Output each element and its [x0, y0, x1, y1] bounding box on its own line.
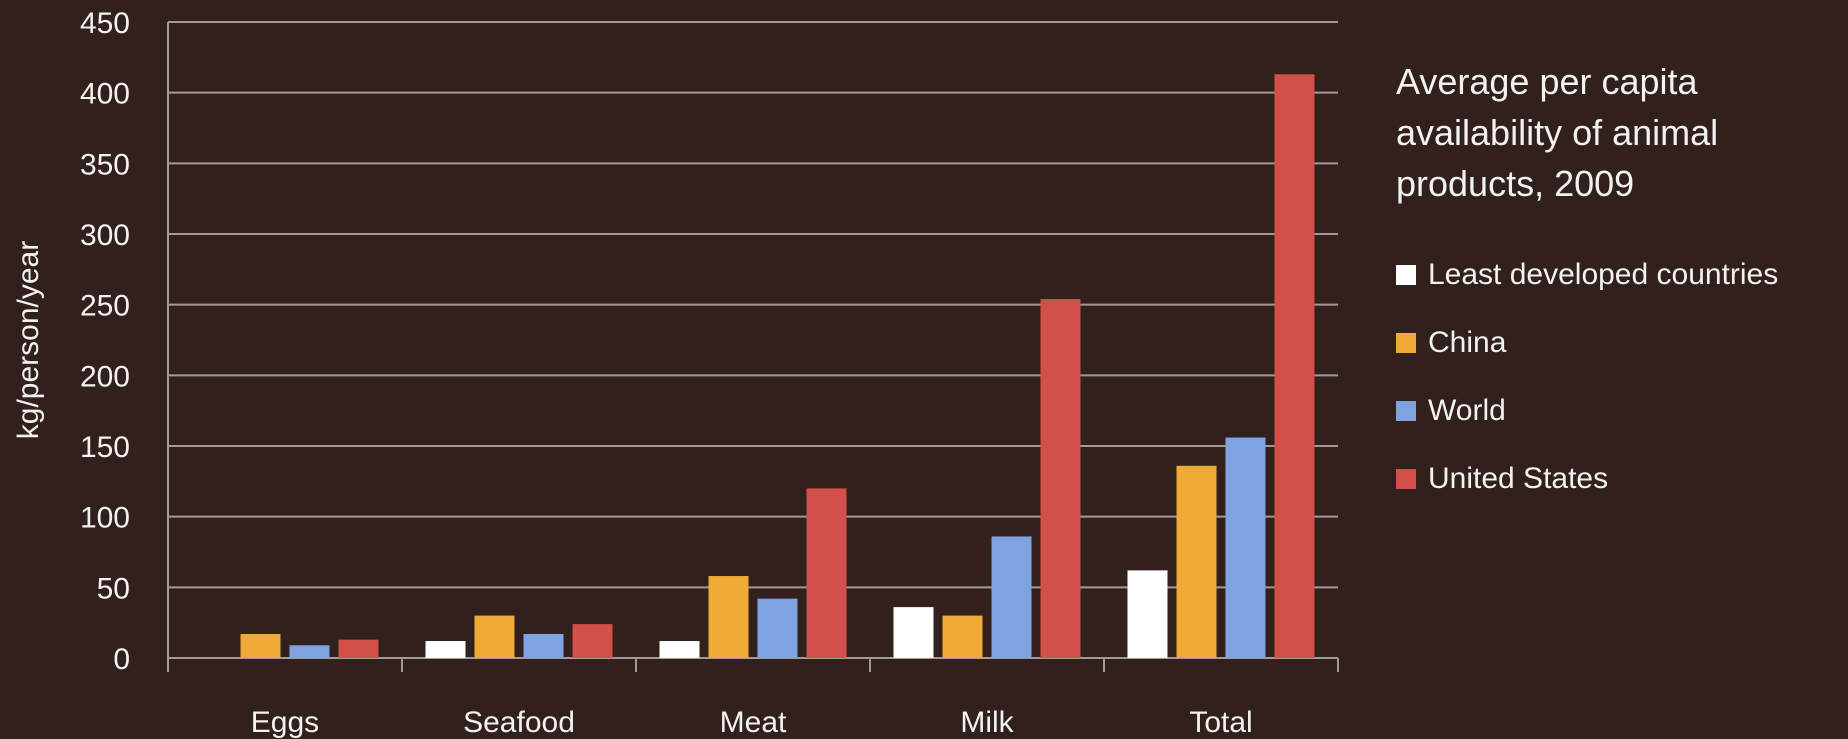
bar [523, 633, 564, 658]
x-tick-label: Meat [720, 706, 787, 739]
chart-title: Average per capita availability of anima… [1396, 61, 1719, 204]
x-tick-label: Milk [960, 706, 1014, 739]
bar [425, 641, 466, 658]
bar [1176, 465, 1217, 658]
legend-item: Least developed countries [1396, 241, 1836, 309]
x-tick-label: Eggs [251, 706, 319, 739]
legend-label: China [1428, 326, 1507, 359]
legend-swatch [1396, 469, 1416, 489]
legend-item: China [1396, 309, 1836, 377]
legend-item: World [1396, 377, 1836, 445]
y-tick-label: 200 [80, 360, 130, 393]
bar [991, 536, 1032, 658]
bar [1225, 437, 1266, 658]
y-tick-label: 100 [80, 502, 130, 535]
bar [338, 639, 379, 658]
bar [240, 633, 281, 658]
bar [572, 624, 613, 658]
y-tick-label: 400 [80, 78, 130, 111]
legend-swatch [1396, 401, 1416, 421]
legend-swatch [1396, 333, 1416, 353]
x-tick-label: Seafood [463, 706, 575, 739]
legend-label: United States [1428, 462, 1609, 495]
legend-label: Least developed countries [1428, 258, 1779, 291]
y-axis-title: kg/person/year [12, 241, 45, 439]
bar [289, 645, 330, 658]
bar [659, 641, 700, 658]
y-tick-label: 450 [80, 7, 130, 40]
x-tick-label: Total [1189, 706, 1252, 739]
legend-items: Least developed countries China World Unite… [1396, 241, 1836, 513]
y-tick-label: 150 [80, 431, 130, 464]
y-tick-label: 300 [80, 219, 130, 252]
y-tick-label: 350 [80, 148, 130, 181]
bar [708, 576, 749, 658]
legend-swatch [1396, 265, 1416, 285]
bar [474, 615, 515, 658]
legend-label: World [1428, 394, 1506, 427]
y-tick-label: 250 [80, 290, 130, 323]
bar [942, 615, 983, 658]
bar [1040, 299, 1081, 658]
bar [757, 598, 798, 658]
bar [1127, 570, 1168, 658]
bar [893, 607, 934, 658]
bar [806, 488, 847, 658]
y-tick-label: 50 [97, 572, 130, 605]
legend: Average per capita availability of anima… [1396, 56, 1836, 513]
legend-item: United States [1396, 445, 1836, 513]
y-tick-label: 0 [113, 643, 130, 676]
bar [1274, 74, 1315, 658]
